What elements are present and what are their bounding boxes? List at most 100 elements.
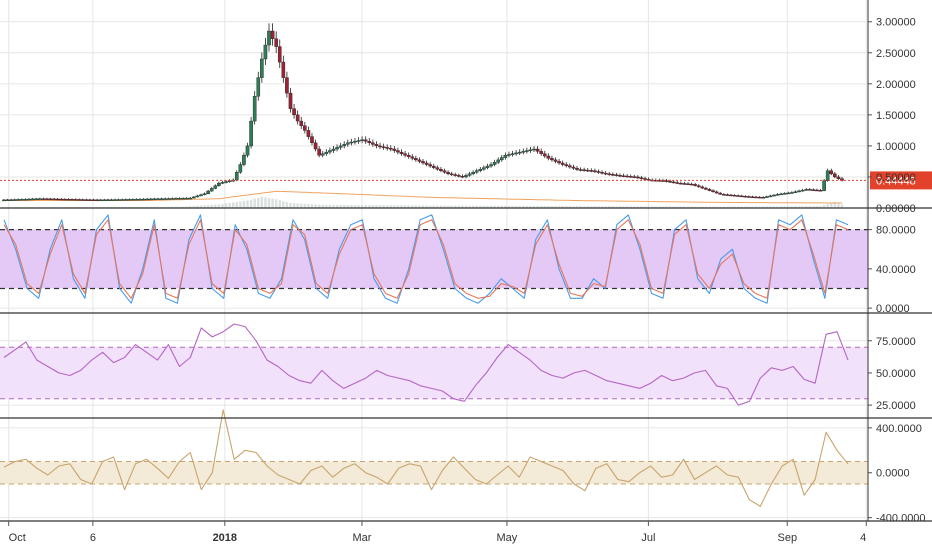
volume-bar (482, 205, 486, 208)
rsi-panel[interactable] (0, 323, 868, 406)
candle-up (764, 196, 769, 198)
candle-down (578, 169, 583, 171)
volume-bar (221, 203, 224, 208)
candle-down (73, 199, 78, 201)
candle-up (353, 141, 357, 143)
y-tick-label: 3.00000 (876, 17, 916, 29)
candle-up (356, 140, 361, 142)
volume-bar (622, 206, 625, 208)
candle-down (736, 195, 740, 197)
candle-up (199, 194, 203, 197)
candle-up (38, 198, 42, 200)
volume-bar (239, 201, 242, 208)
candle-up (5, 199, 10, 202)
volume-bar (543, 205, 546, 208)
price-panel[interactable]: 0.44448 (0, 23, 932, 208)
volume-bar (633, 206, 636, 208)
candle-down (396, 150, 400, 153)
x-tick-label: Sep (777, 532, 797, 544)
volume-bar (249, 199, 253, 208)
volume-bar (178, 206, 181, 208)
volume-bar (590, 206, 593, 208)
volume-bar (214, 204, 217, 208)
volume-bar (325, 204, 328, 208)
candle-down (553, 159, 558, 162)
candle-up (123, 199, 128, 201)
volume-bar (414, 205, 418, 208)
candle-down (431, 165, 436, 168)
volume-bar (708, 206, 711, 208)
candle-down (607, 173, 612, 176)
candle-down (55, 198, 60, 201)
volume-bar (822, 205, 826, 208)
candle-down (750, 196, 755, 199)
candle-down (442, 170, 447, 173)
candle-down (392, 148, 397, 151)
volume-bar (715, 206, 718, 208)
candle-up (474, 170, 479, 173)
stochastic-panel[interactable] (0, 214, 868, 304)
candle-up (256, 77, 261, 97)
candle-down (77, 199, 82, 201)
volume-bar (274, 199, 278, 208)
candle-up (116, 199, 121, 201)
volume-bar (586, 206, 589, 208)
volume-bar (224, 203, 228, 208)
volume-bar (189, 206, 192, 208)
candle-down (564, 164, 569, 166)
volume-bar (464, 205, 468, 208)
candle-up (471, 172, 475, 175)
volume-bar (217, 204, 221, 208)
volume-bar (253, 198, 256, 208)
volume-bar (500, 205, 503, 208)
volume-bar (744, 206, 747, 208)
candle-up (532, 148, 536, 151)
candle-down (757, 196, 762, 199)
volume-bar (310, 204, 314, 208)
volume-bar (790, 206, 794, 208)
volume-bar (819, 206, 822, 208)
volume-bar (497, 205, 500, 208)
volume-bar (525, 205, 529, 208)
candle-up (20, 199, 24, 201)
volume-bar (579, 206, 582, 208)
volume-bar (185, 206, 188, 208)
volume-bar (375, 205, 378, 208)
candle-down (381, 146, 386, 148)
volume-bar (454, 205, 457, 208)
candle-up (779, 193, 783, 196)
volume-bar (754, 206, 758, 208)
volume-bar (264, 197, 267, 208)
candle-up (822, 180, 826, 191)
volume-bar (335, 204, 339, 208)
volume-bar (282, 201, 285, 208)
candle-down (281, 61, 286, 78)
volume-bar (740, 206, 743, 208)
candle-down (807, 189, 812, 191)
candle-up (496, 159, 501, 163)
volume-bar (650, 206, 654, 208)
cci-panel[interactable] (0, 409, 868, 507)
candle-down (718, 192, 723, 195)
volume-bar (446, 205, 450, 208)
y-tick-label: 2.00000 (876, 79, 916, 91)
volume-bar (615, 206, 618, 208)
candle-down (363, 139, 368, 142)
stochastic-band (0, 229, 868, 289)
candle-down (711, 190, 715, 193)
candle-up (209, 188, 214, 192)
volume-bar (736, 206, 740, 208)
y-tick-label: 0.0000 (876, 468, 910, 480)
candle-down (596, 171, 601, 173)
candle-down (829, 170, 834, 175)
candle-down (303, 125, 307, 131)
candle-down (618, 175, 622, 177)
candle-up (510, 153, 515, 155)
candle-up (342, 144, 347, 147)
volume-bar (640, 206, 643, 208)
candle-down (696, 185, 701, 188)
volume-bar (307, 203, 310, 208)
volume-bar (572, 206, 575, 208)
volume-bar (364, 205, 367, 208)
